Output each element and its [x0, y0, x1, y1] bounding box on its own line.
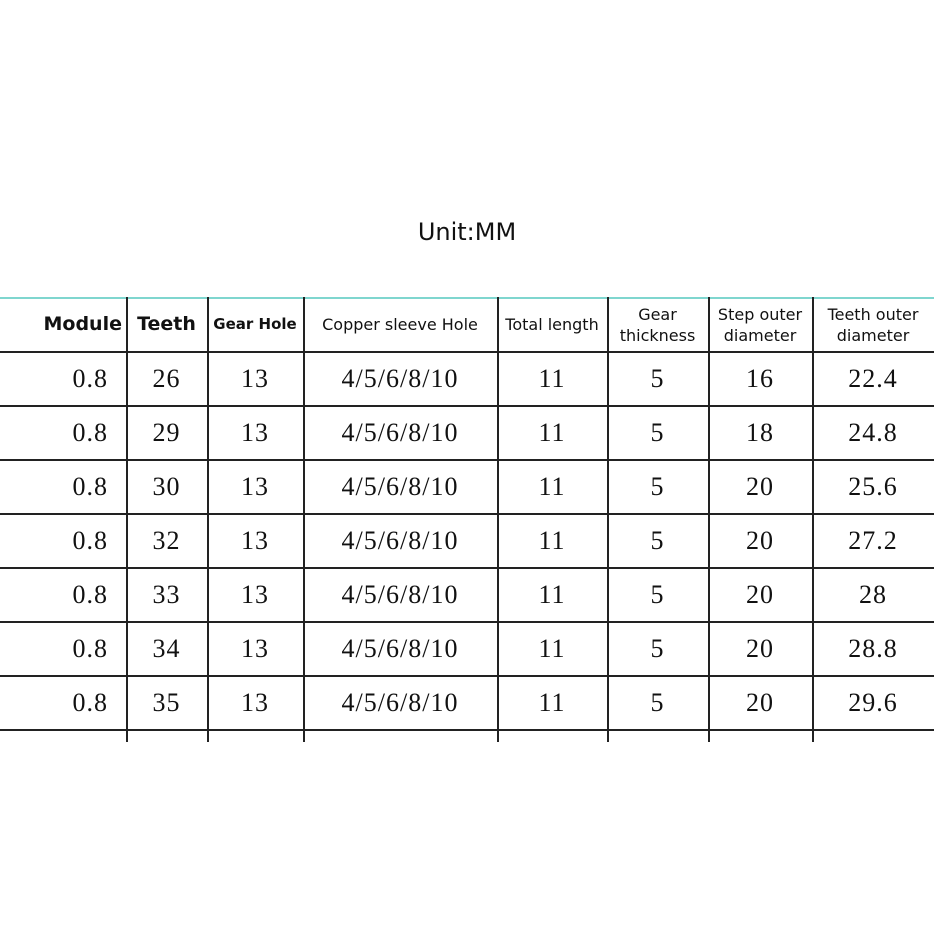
table-cell: 5 [650, 472, 665, 501]
table-cell: 5 [650, 580, 665, 609]
table-cell: 24.8 [848, 418, 898, 447]
table-cell: 4/5/6/8/10 [341, 580, 459, 609]
table-cell: 0.8 [72, 418, 108, 447]
table-top-border [0, 297, 934, 299]
table-cell: 11 [538, 418, 566, 447]
header-cell: Total length [505, 315, 599, 334]
table-cell: 0.8 [72, 364, 108, 393]
table-cell: 29.6 [848, 688, 898, 717]
table-cell: 32 [152, 526, 181, 555]
header-cell: Gear Hole [213, 315, 297, 333]
table-cell: 0.8 [72, 472, 108, 501]
table-cell: 25.6 [848, 472, 898, 501]
table-cell: 20 [746, 526, 774, 555]
table-cell: 16 [746, 364, 774, 393]
table-cell: 11 [538, 526, 566, 555]
table-cell: 13 [241, 472, 269, 501]
table-cell: 4/5/6/8/10 [341, 472, 459, 501]
header-cell: Copper sleeve Hole [322, 315, 478, 334]
table-cell: 30 [152, 472, 181, 501]
table-cell: 0.8 [72, 580, 108, 609]
table-cell: 13 [241, 418, 269, 447]
table-cell: 13 [241, 580, 269, 609]
table-cell: 27.2 [848, 526, 898, 555]
table-cell: 4/5/6/8/10 [341, 418, 459, 447]
table-cell: 11 [538, 364, 566, 393]
table-cell: 0.8 [72, 688, 108, 717]
table-cell: 4/5/6/8/10 [341, 634, 459, 663]
header-cell: Teeth outer diameter [827, 304, 919, 345]
column-border [812, 297, 814, 742]
table-cell: 11 [538, 688, 566, 717]
column-border [497, 297, 499, 742]
table-cell: 29 [152, 418, 181, 447]
table-cell: 13 [241, 634, 269, 663]
title: Unit:MM [417, 218, 517, 246]
row-border [0, 459, 934, 461]
table-cell: 4/5/6/8/10 [341, 364, 459, 393]
column-border [303, 297, 305, 742]
row-border [0, 675, 934, 677]
table-cell: 11 [538, 580, 566, 609]
table-cell: 20 [746, 688, 774, 717]
table-cell: 0.8 [72, 634, 108, 663]
table-cell: 34 [152, 634, 181, 663]
column-border [126, 297, 128, 742]
table-cell: 4/5/6/8/10 [341, 526, 459, 555]
table-cell: 13 [241, 526, 269, 555]
table-cell: 5 [650, 688, 665, 717]
table-cell: 18 [746, 418, 774, 447]
table-cell: 20 [746, 580, 774, 609]
header-cell: Step outer diameter [717, 304, 803, 345]
header-cell: Module [43, 313, 123, 335]
table-cell: 11 [538, 634, 566, 663]
table-cell: 35 [152, 688, 181, 717]
table-cell: 11 [538, 472, 566, 501]
row-border [0, 513, 934, 515]
table-cell: 5 [650, 526, 665, 555]
row-border [0, 351, 934, 353]
row-border [0, 729, 934, 731]
table-cell: 28 [859, 580, 887, 609]
row-border [0, 567, 934, 569]
column-border [607, 297, 609, 742]
row-border [0, 621, 934, 623]
table-cell: 33 [152, 580, 181, 609]
table-cell: 13 [241, 364, 269, 393]
table-cell: 26 [152, 364, 181, 393]
table-cell: 5 [650, 364, 665, 393]
column-border [708, 297, 710, 742]
table-cell: 20 [746, 472, 774, 501]
table-cell: 0.8 [72, 526, 108, 555]
table-cell: 4/5/6/8/10 [341, 688, 459, 717]
row-border [0, 405, 934, 407]
table-cell: 5 [650, 418, 665, 447]
column-border [207, 297, 209, 742]
table-cell: 28.8 [848, 634, 898, 663]
table-cell: 20 [746, 634, 774, 663]
table-cell: 13 [241, 688, 269, 717]
header-cell: Gear thickness [619, 304, 696, 345]
table-cell: 22.4 [848, 364, 898, 393]
table-cell: 5 [650, 634, 665, 663]
header-cell: Teeth [137, 313, 196, 335]
